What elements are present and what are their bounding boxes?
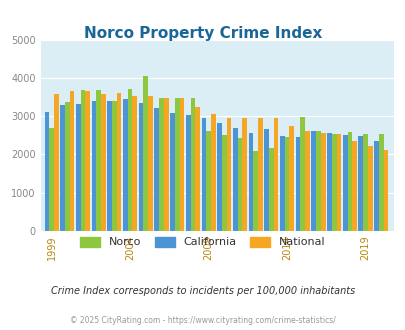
Bar xyxy=(347,132,352,231)
Bar xyxy=(60,106,65,231)
Bar xyxy=(195,107,199,231)
Bar xyxy=(253,151,258,231)
Bar xyxy=(139,103,143,231)
Bar xyxy=(284,137,289,231)
Bar xyxy=(273,118,278,231)
Bar xyxy=(269,148,273,231)
Bar xyxy=(326,133,331,231)
Bar xyxy=(70,91,74,231)
Bar xyxy=(315,131,320,231)
Bar xyxy=(101,94,105,231)
Bar xyxy=(96,90,101,231)
Bar xyxy=(211,114,215,231)
Bar xyxy=(248,133,253,231)
Bar xyxy=(320,133,325,231)
Bar xyxy=(237,138,242,231)
Bar xyxy=(201,118,206,231)
Bar xyxy=(164,98,168,231)
Bar xyxy=(311,131,315,231)
Bar xyxy=(185,115,190,231)
Bar xyxy=(143,76,148,231)
Bar xyxy=(289,126,293,231)
Bar xyxy=(128,89,132,231)
Bar xyxy=(232,128,237,231)
Bar xyxy=(383,150,387,231)
Bar xyxy=(352,141,356,231)
Bar xyxy=(226,118,231,231)
Bar xyxy=(242,118,246,231)
Bar xyxy=(362,134,367,231)
Bar xyxy=(54,94,58,231)
Bar xyxy=(258,118,262,231)
Bar xyxy=(336,134,340,231)
Bar xyxy=(45,112,49,231)
Bar xyxy=(300,117,305,231)
Bar xyxy=(373,141,378,231)
Bar xyxy=(331,134,336,231)
Bar xyxy=(85,91,90,231)
Legend: Norco, California, National: Norco, California, National xyxy=(76,232,329,252)
Bar xyxy=(112,101,117,231)
Bar xyxy=(264,129,269,231)
Bar xyxy=(217,123,222,231)
Bar xyxy=(65,102,70,231)
Bar xyxy=(154,108,159,231)
Bar xyxy=(49,128,54,231)
Bar xyxy=(190,98,195,231)
Bar xyxy=(170,113,175,231)
Bar xyxy=(378,134,383,231)
Bar xyxy=(81,90,85,231)
Bar xyxy=(342,135,347,231)
Bar xyxy=(159,98,164,231)
Bar xyxy=(206,131,211,231)
Bar xyxy=(76,104,81,231)
Bar xyxy=(179,98,184,231)
Text: Crime Index corresponds to incidents per 100,000 inhabitants: Crime Index corresponds to incidents per… xyxy=(51,286,354,296)
Bar xyxy=(295,137,300,231)
Text: Norco Property Crime Index: Norco Property Crime Index xyxy=(83,26,322,41)
Bar xyxy=(92,101,96,231)
Bar xyxy=(279,136,284,231)
Bar xyxy=(123,99,128,231)
Bar xyxy=(305,131,309,231)
Bar xyxy=(148,96,152,231)
Bar xyxy=(117,93,121,231)
Text: © 2025 CityRating.com - https://www.cityrating.com/crime-statistics/: © 2025 CityRating.com - https://www.city… xyxy=(70,316,335,325)
Bar xyxy=(358,136,362,231)
Bar xyxy=(222,135,226,231)
Bar xyxy=(107,101,112,231)
Bar xyxy=(132,96,137,231)
Bar xyxy=(175,98,179,231)
Bar xyxy=(367,146,372,231)
